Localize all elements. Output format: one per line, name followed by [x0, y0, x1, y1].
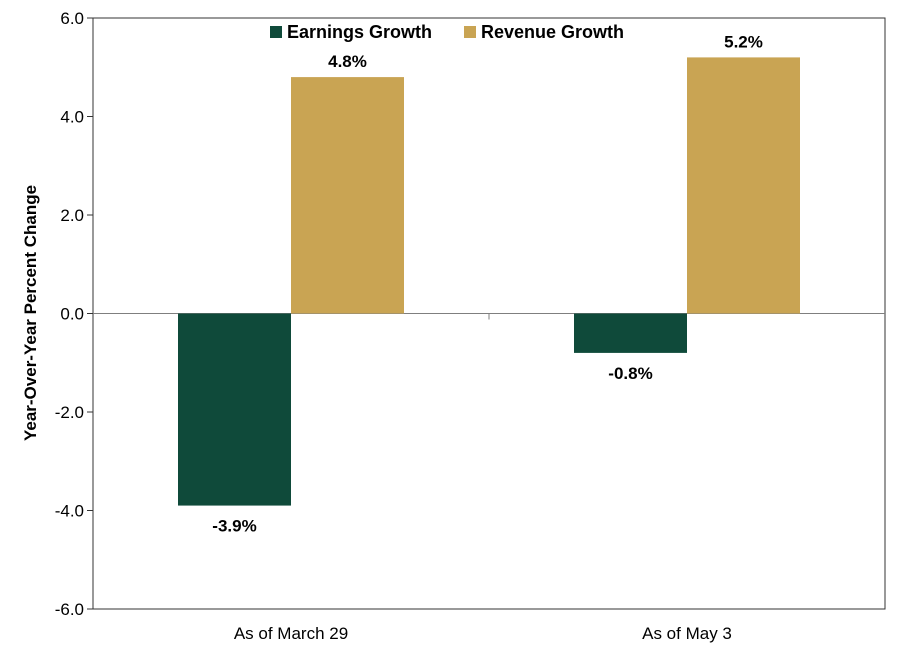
x-axis: As of March 29 As of May 3: [234, 313, 732, 643]
legend-swatch-earnings: [270, 26, 282, 38]
y-tick-label: -4.0: [55, 502, 84, 521]
data-label: -3.9%: [212, 517, 256, 536]
bar-revenue-1: [687, 57, 800, 314]
data-label: 5.2%: [724, 32, 763, 51]
bar-revenue-0: [291, 77, 404, 314]
data-label: 4.8%: [328, 52, 367, 71]
y-tick-label: -2.0: [55, 403, 84, 422]
legend-label-earnings: Earnings Growth: [287, 22, 432, 42]
y-axis: -6.0 -4.0 -2.0 0.0 2.0 4.0 6.0: [55, 9, 93, 619]
data-labels-group: -3.9% 4.8% -0.8% 5.2%: [212, 32, 763, 535]
y-tick-label: 2.0: [60, 206, 84, 225]
y-tick-label: 6.0: [60, 9, 84, 28]
y-axis-title: Year-Over-Year Percent Change: [21, 185, 40, 441]
legend-swatch-revenue: [464, 26, 476, 38]
bar-earnings-1: [574, 313, 687, 353]
bars-group: [178, 57, 800, 506]
legend-label-revenue: Revenue Growth: [481, 22, 624, 42]
x-category-label: As of May 3: [642, 624, 732, 643]
legend: Earnings Growth Revenue Growth: [270, 22, 624, 42]
bar-earnings-0: [178, 313, 291, 506]
x-category-label: As of March 29: [234, 624, 348, 643]
y-tick-label: 4.0: [60, 108, 84, 127]
y-tick-label: 0.0: [60, 305, 84, 324]
y-tick-label: -6.0: [55, 600, 84, 619]
data-label: -0.8%: [608, 364, 652, 383]
